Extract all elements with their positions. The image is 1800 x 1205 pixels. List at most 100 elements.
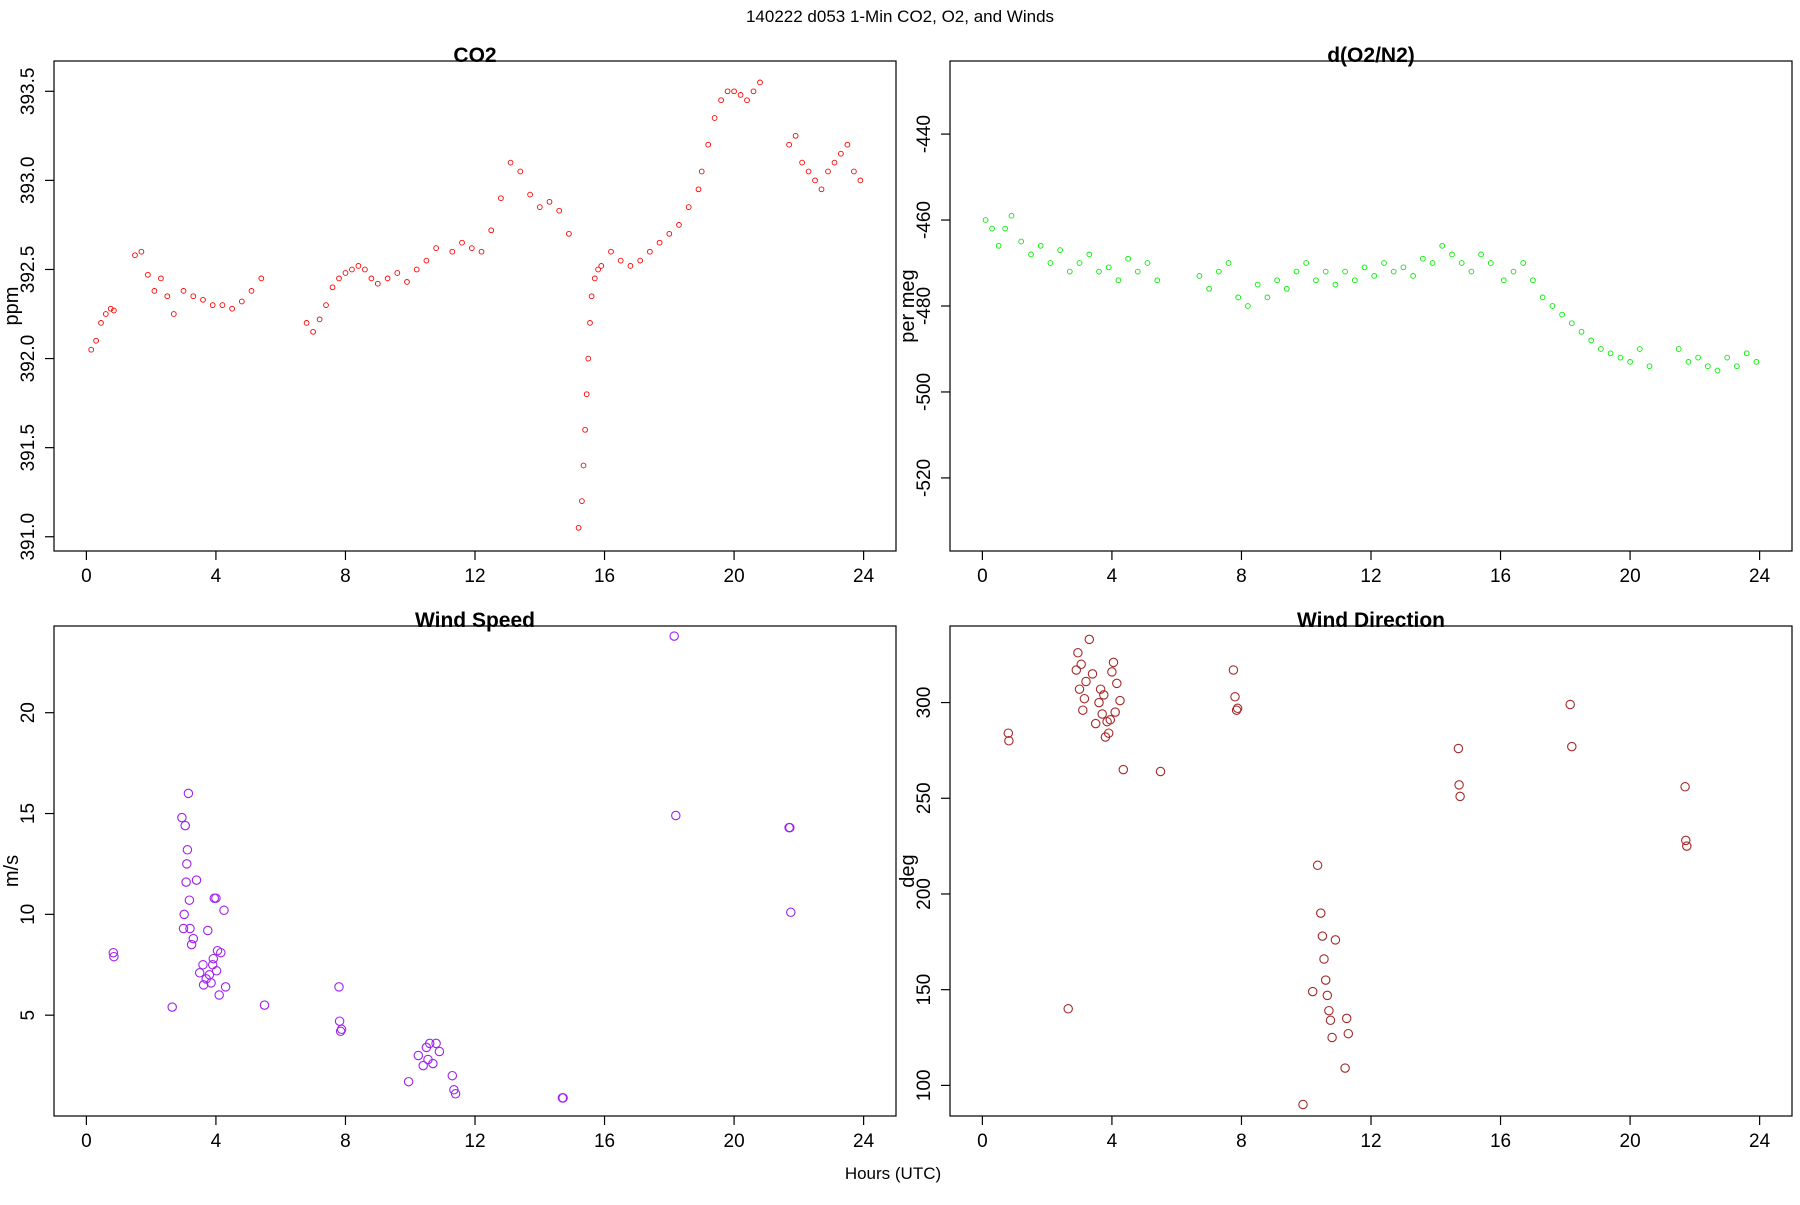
data-point [1588, 337, 1595, 344]
data-point [1228, 665, 1239, 675]
data-point [1066, 268, 1073, 275]
y-tick-label: 393.5 [18, 68, 39, 116]
points-co2 [88, 79, 864, 531]
data-point [1003, 728, 1014, 738]
y-tick-label: -460 [914, 201, 935, 239]
data-point [259, 1000, 270, 1010]
data-point [1254, 281, 1261, 288]
data-point [1312, 860, 1323, 871]
data-point [1449, 251, 1455, 258]
data-point [1074, 684, 1085, 694]
data-point [1316, 908, 1326, 918]
data-point [591, 275, 598, 282]
data-point [785, 822, 795, 833]
data-point [1559, 311, 1565, 318]
data-point [158, 275, 164, 282]
data-point [1047, 260, 1054, 266]
data-point [695, 186, 702, 193]
data-point [685, 204, 692, 210]
data-point [1018, 238, 1025, 245]
data-point [527, 191, 533, 198]
data-point [666, 230, 673, 237]
x-tick-label: 24 [1749, 566, 1771, 587]
panel-co2: CO2 0 4 8 12 16 20 24 391.0 391.5 392.0 392.5 393.0 3… [1, 44, 897, 587]
data-point [1617, 354, 1624, 361]
x-tick-label: 4 [211, 566, 222, 587]
y-tick-label: 392.5 [18, 246, 39, 294]
x-tick-label: 12 [464, 566, 485, 587]
data-point [178, 923, 189, 934]
data-point [1322, 268, 1329, 275]
data-point [1455, 791, 1465, 802]
x-tick-label: 0 [81, 566, 92, 587]
x-tick-label: 20 [724, 1131, 745, 1152]
y-tick-label: 15 [18, 803, 39, 824]
data-point [647, 248, 653, 255]
data-point [167, 1002, 177, 1012]
data-point [1322, 990, 1333, 1001]
data-point [434, 1046, 445, 1057]
data-point [182, 859, 192, 869]
data-point [857, 177, 864, 184]
data-point [1307, 986, 1318, 997]
points-wdir [1003, 634, 1692, 1110]
y-tick-label: 393.0 [18, 157, 39, 205]
y-axis-label: ppm [1, 287, 23, 326]
data-point [108, 947, 119, 958]
x-tick-label: 20 [1620, 1131, 1641, 1152]
data-point [1107, 667, 1117, 677]
data-point [449, 248, 456, 255]
data-point [334, 1016, 345, 1026]
data-point [102, 311, 109, 317]
data-point [1096, 268, 1102, 275]
y-tick-label: 250 [914, 782, 935, 814]
data-point [1105, 715, 1116, 725]
data-point [1063, 1004, 1073, 1014]
data-point [575, 524, 582, 531]
data-point [1695, 354, 1701, 361]
plot-frame [53, 625, 897, 1117]
data-point [558, 1093, 568, 1103]
data-point [546, 198, 553, 205]
data-point [418, 1060, 428, 1071]
data-point [556, 207, 563, 214]
data-point [368, 275, 375, 282]
data-point [1478, 251, 1484, 258]
data-point [1002, 225, 1008, 232]
data-point [258, 275, 265, 282]
data-point [1539, 294, 1546, 301]
data-point [818, 186, 825, 193]
data-point [1094, 697, 1104, 708]
x-tick-label: 16 [1490, 1131, 1511, 1152]
data-point [1293, 268, 1300, 275]
y-tick-label: -520 [914, 459, 935, 497]
x-tick-label: 8 [340, 1131, 351, 1152]
data-point [186, 939, 197, 950]
data-point [582, 426, 588, 433]
data-point [498, 195, 504, 202]
data-point [164, 293, 171, 300]
data-point [580, 462, 587, 469]
data-point [431, 1038, 441, 1049]
y-axis-label: deg [897, 854, 919, 887]
data-point [1079, 693, 1090, 704]
data-point [1086, 251, 1093, 258]
x-tick-label: 24 [853, 1131, 875, 1152]
x-tick-label: 0 [977, 566, 988, 587]
data-point [488, 227, 495, 234]
data-point [1057, 247, 1063, 253]
data-point [1330, 935, 1341, 945]
panel-wdir: Wind Direction 0 4 8 12 16 20 24 100 150 200 250 300… [897, 609, 1793, 1152]
data-point [1084, 634, 1095, 645]
data-point [248, 288, 255, 294]
data-point [214, 990, 224, 1000]
x-tick-label: 4 [1107, 1131, 1118, 1152]
data-point [1636, 346, 1643, 352]
data-point [627, 263, 634, 269]
data-point [138, 248, 145, 255]
data-point [805, 168, 812, 175]
data-point [109, 951, 119, 962]
data-point [583, 391, 590, 398]
panels: CO2 0 4 8 12 16 20 24 391.0 391.5 392.0 392.5 393.0 3… [1, 44, 1793, 1152]
